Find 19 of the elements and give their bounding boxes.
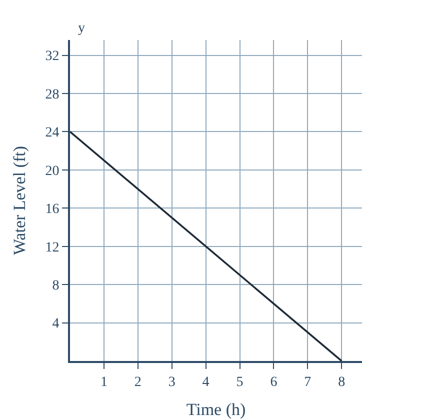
y-tick-label: 28 xyxy=(45,87,60,102)
y-axis-title: Water Level (ft) xyxy=(10,146,29,256)
x-tick-label: 4 xyxy=(202,374,210,390)
y-tick-label: 16 xyxy=(45,202,60,218)
x-tick-label: 6 xyxy=(270,374,278,390)
x-tick-label: 1 xyxy=(100,374,108,390)
x-tick-label: 2 xyxy=(134,374,142,390)
x-tick-label: 8 xyxy=(338,374,346,390)
x-tick-label: 3 xyxy=(168,374,176,390)
x-axis-title: Time (h) xyxy=(186,400,246,419)
x-tick-label: 7 xyxy=(304,374,312,390)
y-tick-label: 24 xyxy=(45,126,60,141)
y-tick-label: 12 xyxy=(45,240,60,256)
text: y xyxy=(78,21,85,36)
y-tick-label: 8 xyxy=(52,278,60,294)
y-tick-label: 20 xyxy=(45,164,60,179)
y-tick-label: 32 xyxy=(45,49,60,64)
y-tick-label: 4 xyxy=(52,316,60,332)
x-tick-label: 5 xyxy=(236,374,244,390)
